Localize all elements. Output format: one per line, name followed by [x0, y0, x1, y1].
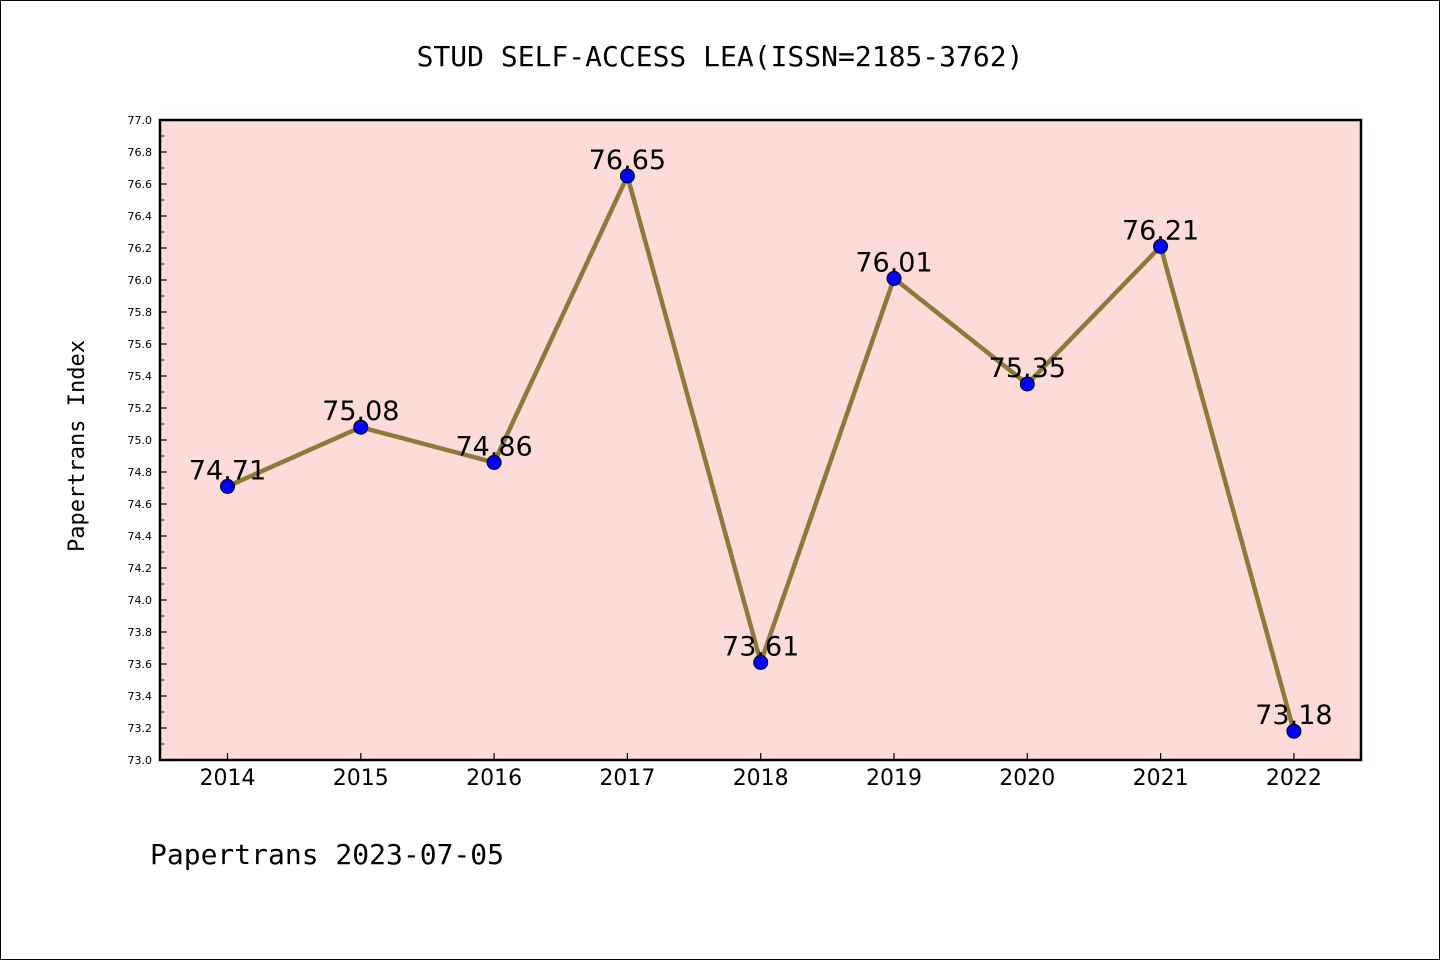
x-tick-label: 2017: [599, 766, 655, 791]
data-label: 76.01: [855, 247, 932, 278]
x-tick-label: 2022: [1266, 766, 1322, 791]
data-point: [1153, 238, 1169, 254]
y-tick-label: 75.4: [128, 370, 153, 383]
y-tick-label: 76.4: [128, 210, 153, 223]
y-tick-label: 77.0: [128, 114, 153, 127]
data-point: [619, 168, 635, 184]
y-tick-label: 74.6: [128, 498, 153, 511]
x-tick-label: 2016: [466, 766, 522, 791]
y-tick-label: 73.2: [128, 722, 153, 735]
data-label: 76.21: [1122, 215, 1199, 246]
y-tick-label: 76.0: [128, 274, 153, 287]
x-axis-ticks: 2014 2015 2016 2017 2018 2019 2020 2021 2022: [200, 753, 1322, 791]
y-tick-label: 73.6: [128, 658, 153, 671]
data-point: [220, 478, 235, 494]
data-point: [1286, 723, 1302, 739]
data-point: [1019, 376, 1035, 392]
data-label: 73.61: [722, 631, 799, 662]
y-tick-label: 73.0: [128, 754, 153, 767]
y-tick-label: 76.6: [128, 178, 153, 191]
data-label: 74.86: [455, 431, 532, 462]
y-tick-label: 75.2: [128, 402, 153, 415]
y-tick-label: 73.4: [128, 690, 153, 703]
data-label: 74.71: [189, 455, 266, 486]
data-point: [753, 654, 769, 670]
y-tick-label: 75.6: [128, 338, 153, 351]
data-point: [886, 270, 902, 286]
y-tick-label: 74.8: [128, 466, 153, 479]
chart-title: STUD SELF-ACCESS LEA(ISSN=2185-3762): [417, 40, 1024, 73]
y-axis-ticks: 73.0 73.2 73.4 73.6 73.8 74.0 74.2 74.4 74.6 74.8…: [128, 114, 167, 767]
y-tick-label: 73.8: [128, 626, 153, 639]
data-label: 73.18: [1255, 700, 1332, 731]
y-tick-label: 75.8: [128, 306, 153, 319]
y-tick-label: 75.0: [128, 434, 153, 447]
y-tick-label: 74.4: [128, 530, 153, 543]
data-label: 75.08: [322, 396, 399, 427]
x-tick-label: 2014: [200, 766, 256, 791]
y-tick-label: 74.0: [128, 594, 153, 607]
data-point: [353, 419, 369, 435]
y-tick-label: 76.2: [128, 242, 153, 255]
y-tick-label: 76.8: [128, 146, 153, 159]
x-tick-label: 2021: [1133, 766, 1189, 791]
x-tick-label: 2018: [733, 766, 789, 791]
plot-border: [158, 118, 1363, 762]
x-tick-label: 2015: [333, 766, 389, 791]
x-tick-label: 2019: [866, 766, 922, 791]
footer-text: Papertrans 2023-07-05: [150, 838, 504, 871]
series-layer: 74.71 75.08 74.86 76.65 73.61 76.01 75.35 76.21…: [189, 145, 1333, 739]
data-point: [486, 454, 502, 470]
data-label: 75.35: [989, 353, 1066, 384]
y-axis-label: Papertrans Index: [65, 340, 90, 552]
x-tick-label: 2020: [999, 766, 1055, 791]
y-tick-label: 74.2: [128, 562, 153, 575]
data-label: 76.65: [589, 145, 666, 176]
